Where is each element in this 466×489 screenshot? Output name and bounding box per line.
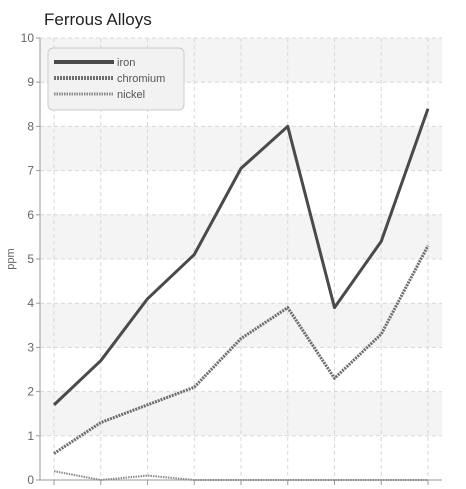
y-tick-label: 9 xyxy=(27,75,34,89)
series-lines xyxy=(52,108,430,481)
y-tick-label: 0 xyxy=(27,473,34,487)
background-band xyxy=(40,126,442,171)
y-tick-label: 5 xyxy=(27,252,34,266)
y-tick-label: 1 xyxy=(27,429,34,443)
y-tick-label: 3 xyxy=(27,340,34,354)
legend-label-nickel: nickel xyxy=(117,89,145,101)
legend-label-iron: iron xyxy=(117,57,135,69)
series-line-iron xyxy=(52,108,430,406)
y-tick-labels: 0 1 2 3 4 5 6 7 8 9 10 xyxy=(21,31,40,487)
chart-title: Ferrous Alloys xyxy=(44,10,152,29)
y-axis-label: ppm xyxy=(5,248,17,269)
legend-label-chromium: chromium xyxy=(117,73,165,85)
series-line-nickel xyxy=(53,470,428,481)
y-tick-label: 6 xyxy=(27,208,34,222)
y-tick-label: 7 xyxy=(27,164,34,178)
gridlines xyxy=(40,37,442,480)
series-line-chromium xyxy=(53,245,430,455)
y-tick-label: 10 xyxy=(21,31,35,45)
y-tick-label: 2 xyxy=(27,385,34,399)
y-tick-label: 4 xyxy=(27,296,34,310)
y-tick-label: 8 xyxy=(27,119,34,133)
legend[interactable]: iron chromium nickel xyxy=(47,47,185,111)
